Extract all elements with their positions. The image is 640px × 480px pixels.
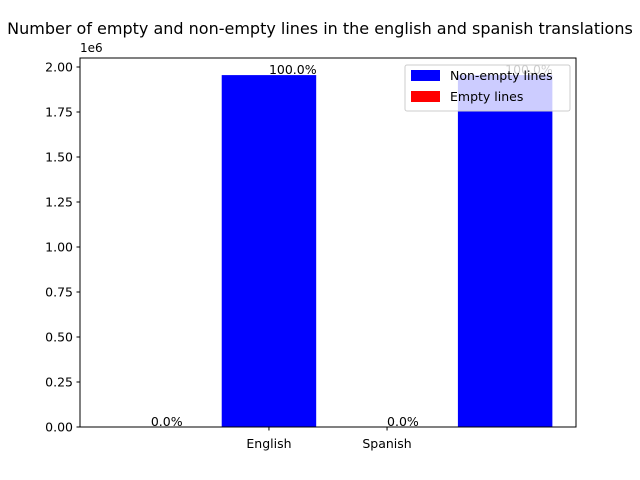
y-tick-label: 0.00 — [45, 420, 73, 435]
x-tick-label: English — [246, 436, 291, 451]
y-tick-label: 0.25 — [45, 375, 73, 390]
legend-label-non-empty: Non-empty lines — [450, 68, 553, 83]
bars-group — [221, 75, 553, 427]
y-axis: 0.00 0.25 0.50 0.75 1.00 1.25 1.50 1.75 2.00 — [45, 60, 80, 435]
y-tick-label: 1.00 — [45, 240, 73, 255]
y-tick-label: 1.25 — [45, 195, 73, 210]
x-tick-label: Spanish — [362, 436, 411, 451]
bar-non-empty-0 — [221, 75, 317, 427]
bar-value-label: 0.0% — [151, 414, 183, 429]
bar-value-label: 100.0% — [269, 62, 317, 77]
y-tick-label: 0.50 — [45, 330, 73, 345]
chart-title: Number of empty and non-empty lines in t… — [7, 19, 633, 38]
plot-frame — [79, 57, 577, 428]
legend-swatch-empty — [411, 91, 440, 102]
y-scale-label: 1e6 — [80, 41, 103, 55]
x-axis: English Spanish — [246, 427, 412, 451]
bar-non-empty-1 — [457, 75, 553, 427]
y-tick-label: 1.50 — [45, 150, 73, 165]
y-tick-label: 1.75 — [45, 105, 73, 120]
legend: Non-empty lines Empty lines — [404, 64, 571, 112]
y-tick-label: 2.00 — [45, 60, 73, 75]
y-tick-label: 0.75 — [45, 285, 73, 300]
legend-label-empty: Empty lines — [450, 89, 523, 104]
bar-value-label: 0.0% — [387, 414, 419, 429]
legend-swatch-non-empty — [411, 70, 440, 81]
legend-box — [404, 64, 571, 112]
